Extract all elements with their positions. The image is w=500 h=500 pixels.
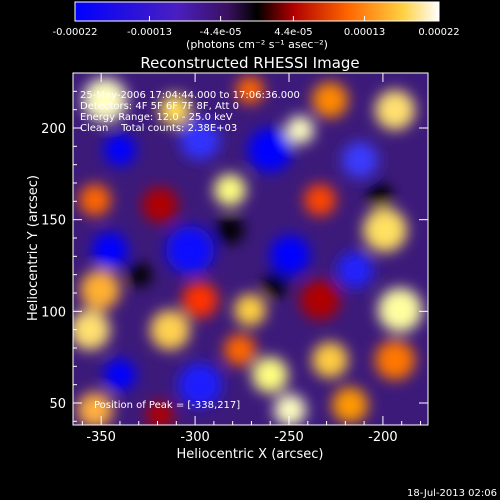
info-detectors: Detectors: 4F 5F 6F 7F 8F, Att 0 bbox=[80, 101, 239, 112]
y-axis: 50 100 150 200 bbox=[41, 72, 428, 422]
intensity-blob bbox=[368, 183, 392, 207]
intensity-blob bbox=[180, 120, 220, 160]
color-bar-tick-label: 0.00022 bbox=[418, 27, 459, 38]
intensity-blob bbox=[104, 359, 136, 391]
y-tick-label: 100 bbox=[41, 305, 66, 320]
color-bar-tick-labels: -0.00022 -0.00013 -4.4e-05 4.4e-05 0.00013 0.… bbox=[53, 27, 460, 38]
intensity-blob bbox=[286, 116, 314, 144]
color-bar-tick-label: 4.4e-05 bbox=[274, 27, 312, 38]
y-tick-label: 200 bbox=[41, 122, 66, 137]
color-bar-tick-label: -4.4e-05 bbox=[200, 27, 242, 38]
rhessi-image bbox=[73, 73, 428, 425]
intensity-blob bbox=[332, 387, 368, 423]
intensity-blob bbox=[248, 128, 292, 172]
intensity-blob bbox=[378, 288, 422, 332]
intensity-blob bbox=[263, 273, 287, 297]
intensity-blob bbox=[236, 76, 264, 104]
intensity-blob bbox=[146, 401, 174, 425]
intensity-blob bbox=[83, 78, 127, 122]
intensity-blob bbox=[224, 334, 256, 366]
intensity-blob bbox=[178, 363, 222, 407]
intensity-blob bbox=[77, 392, 113, 425]
intensity-blob bbox=[312, 82, 348, 118]
plot-frame bbox=[72, 72, 429, 426]
intensity-blob bbox=[214, 174, 246, 206]
x-axis-label: Heliocentric X (arcsec) bbox=[177, 447, 324, 462]
intensity-blob bbox=[304, 184, 336, 216]
footer-timestamp: 18-Jul-2013 02:06 bbox=[407, 488, 497, 499]
color-bar-gradient bbox=[74, 1, 440, 22]
intensity-blob bbox=[216, 216, 244, 244]
color-bar-unit-label: (photons cm⁻² s⁻¹ asec⁻²) bbox=[186, 38, 328, 51]
intensity-blob bbox=[252, 357, 288, 393]
y-axis-label: Heliocentric Y (arcsec) bbox=[26, 175, 41, 321]
intensity-blob bbox=[274, 394, 306, 425]
y-tick-label: 50 bbox=[49, 397, 66, 412]
intensity-blob bbox=[363, 208, 407, 252]
x-tick-label: -350 bbox=[86, 430, 116, 445]
intensity-blob bbox=[142, 187, 178, 223]
peak-position-label: Position of Peak = [-338,217] bbox=[94, 400, 240, 411]
intensity-blob bbox=[150, 310, 190, 350]
x-tick-label: -250 bbox=[274, 430, 304, 445]
x-axis: -350 -300 -250 -200 bbox=[81, 73, 421, 445]
intensity-blob bbox=[182, 282, 218, 318]
intensity-blob bbox=[79, 184, 111, 216]
color-bar-tick-label: 0.00013 bbox=[344, 27, 385, 38]
y-tick-label: 150 bbox=[41, 214, 66, 229]
color-bar: -0.00022 -0.00013 -4.4e-05 4.4e-05 0.00013 0.… bbox=[53, 1, 460, 51]
intensity-blob bbox=[375, 340, 415, 380]
intensity-blob bbox=[159, 94, 191, 126]
info-clean-counts: Clean Total counts: 2.38E+03 bbox=[80, 123, 237, 134]
intensity-blob bbox=[104, 134, 136, 166]
intensity-blob bbox=[73, 310, 110, 350]
info-time-range: 25-May-2006 17:04:44.000 to 17:06:36.000 bbox=[80, 90, 300, 101]
observation-info: 25-May-2006 17:04:44.000 to 17:06:36.000… bbox=[80, 90, 300, 134]
intensity-blob bbox=[92, 232, 128, 268]
x-tick-label: -200 bbox=[368, 430, 398, 445]
intensity-blob bbox=[375, 90, 415, 130]
intensity-blob bbox=[128, 263, 152, 287]
intensity-blob bbox=[312, 342, 348, 378]
intensity-blob bbox=[166, 226, 214, 274]
intensity-blob bbox=[234, 294, 266, 326]
intensity-blob bbox=[337, 252, 373, 288]
plot-title: Reconstructed RHESSI Image bbox=[140, 54, 359, 72]
x-tick-label: -300 bbox=[180, 430, 210, 445]
intensity-blob bbox=[270, 235, 310, 275]
info-energy-range: Energy Range: 12.0 - 25.0 keV bbox=[80, 112, 233, 123]
color-bar-tick-label: -0.00022 bbox=[53, 27, 98, 38]
color-bar-ticks bbox=[74, 16, 440, 21]
color-bar-tick-label: -0.00013 bbox=[127, 27, 172, 38]
intensity-blob bbox=[342, 142, 378, 178]
intensity-blob bbox=[300, 280, 340, 320]
intensity-blob bbox=[80, 270, 120, 310]
